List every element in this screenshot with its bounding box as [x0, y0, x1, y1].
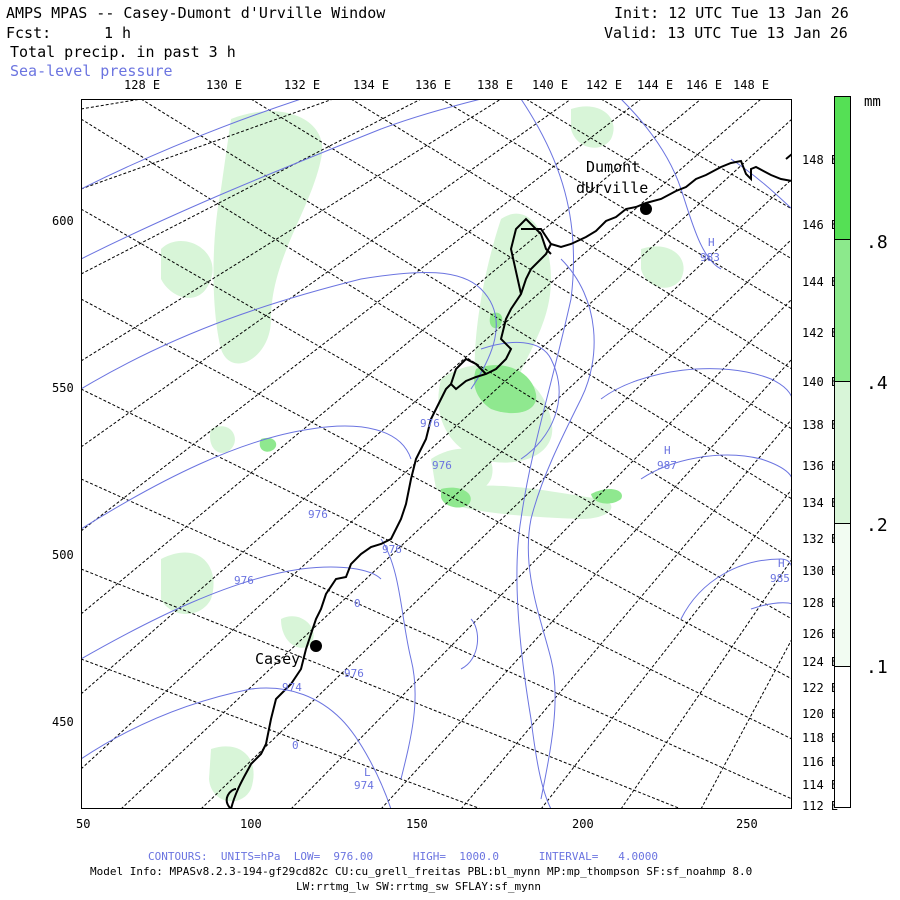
casey-station-marker[interactable] [310, 640, 322, 652]
map-title: AMPS MPAS -- Casey-Dumont d'Urville Wind… [6, 4, 386, 22]
pressure-label: 983 [700, 251, 720, 264]
lon-label: 130 E [206, 78, 243, 92]
lon-label: 144 E [637, 78, 674, 92]
model-info-line2: LW:rrtmg_lw SW:rrtmg_sw SFLAY:sf_mynn [296, 880, 542, 893]
graticule [81, 99, 792, 809]
lat-label: 134 E [802, 496, 839, 510]
lat-label: 116 E [802, 755, 839, 769]
x-tick-label: 50 [76, 817, 91, 831]
lat-label: 130 E [802, 564, 839, 578]
contour-info: CONTOURS: UNITS=hPa LOW= 976.00 HIGH= 10… [148, 850, 658, 863]
y-tick-label: 500 [52, 548, 74, 562]
coastline [225, 153, 792, 809]
pressure-label: 976 [234, 574, 254, 587]
colorbar-segment-08 [834, 96, 851, 240]
casey-label: Casey [255, 650, 301, 668]
map-plot[interactable] [81, 99, 792, 809]
y-tick-label: 450 [52, 715, 74, 729]
model-info: Model Info: MPASv8.2.3-194-gf29cd82c CU:… [90, 865, 753, 878]
lat-label: 126 E [802, 627, 839, 641]
lat-label: 128 E [802, 596, 839, 610]
pressure-label: 976 [308, 508, 328, 521]
precip-colorbar [834, 96, 851, 808]
pressure-label: 0 [354, 597, 361, 610]
colorbar-label: .4 [866, 373, 888, 394]
colorbar-unit: mm [864, 94, 881, 110]
forecast-label: Fcst: [6, 24, 52, 42]
slp-contours [81, 99, 792, 809]
lat-label: 114 E [802, 778, 839, 792]
high-marker: H [778, 557, 785, 570]
pressure-label: 987 [657, 459, 677, 472]
colorbar-segment-02 [834, 381, 851, 524]
init-time: Init: 12 UTC Tue 13 Jan 26 [614, 4, 849, 22]
precip-shading [161, 106, 684, 802]
pressure-label: 985 [770, 572, 790, 585]
colorbar-label: .1 [866, 657, 888, 678]
x-tick-label: 250 [736, 817, 758, 831]
lat-label: 140 E [802, 375, 839, 389]
lat-label: 142 E [802, 326, 839, 340]
pressure-label: 976 [420, 417, 440, 430]
pressure-label: 974 [354, 779, 374, 792]
pressure-label: 974 [282, 681, 302, 694]
pressure-label: 0 [292, 739, 299, 752]
dumont-durville-station-marker[interactable] [640, 203, 652, 215]
lat-label: 148 E [802, 153, 839, 167]
lon-label: 136 E [415, 78, 452, 92]
lat-label: 124 E [802, 655, 839, 669]
lat-label: 144 E [802, 275, 839, 289]
lon-label: 148 E [733, 78, 770, 92]
lon-label: 140 E [532, 78, 569, 92]
colorbar-label: .2 [866, 515, 888, 536]
lat-label: 118 E [802, 731, 839, 745]
x-tick-label: 200 [572, 817, 594, 831]
field-slp-label: Sea-level pressure [10, 62, 173, 80]
valid-time: Valid: 13 UTC Tue 13 Jan 26 [604, 24, 848, 42]
forecast-value: 1 h [104, 24, 132, 42]
x-tick-label: 150 [406, 817, 428, 831]
colorbar-segment-01 [834, 523, 851, 667]
y-tick-label: 600 [52, 214, 74, 228]
lat-label: 146 E [802, 218, 839, 232]
lon-label: 134 E [353, 78, 390, 92]
high-marker: H [708, 236, 715, 249]
lat-label: 112 E [802, 799, 839, 813]
low-marker: L [364, 766, 371, 779]
pressure-label: 976 [344, 667, 364, 680]
dumont-label-line1: Dumont [586, 158, 641, 176]
pressure-label: 976 [382, 543, 402, 556]
dumont-label-line2: dUrville [576, 179, 649, 197]
lat-label: 122 E [802, 681, 839, 695]
y-tick-label: 550 [52, 381, 74, 395]
colorbar-segment-00 [834, 666, 851, 808]
high-marker: H [664, 444, 671, 457]
lat-label: 136 E [802, 459, 839, 473]
map-frame [81, 99, 792, 809]
colorbar-label: .8 [866, 232, 888, 253]
lon-label: 138 E [477, 78, 514, 92]
x-tick-label: 100 [240, 817, 262, 831]
lon-label: 132 E [284, 78, 321, 92]
lat-label: 138 E [802, 418, 839, 432]
lon-label: 128 E [124, 78, 161, 92]
field-precip-label: Total precip. in past 3 h [10, 43, 236, 61]
lon-label: 146 E [686, 78, 723, 92]
lat-label: 120 E [802, 707, 839, 721]
pressure-label: 976 [432, 459, 452, 472]
lon-label: 142 E [586, 78, 623, 92]
colorbar-segment-04 [834, 239, 851, 382]
lat-label: 132 E [802, 532, 839, 546]
